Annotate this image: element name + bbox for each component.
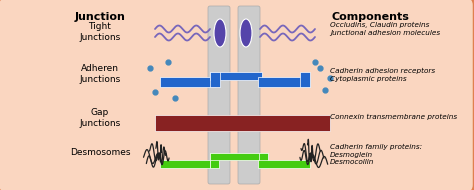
Text: Tight
Junctions: Tight Junctions — [79, 22, 120, 42]
Text: Connexin transmembrane proteins: Connexin transmembrane proteins — [330, 114, 457, 120]
Ellipse shape — [214, 19, 226, 47]
Text: Components: Components — [331, 12, 409, 22]
FancyBboxPatch shape — [208, 6, 230, 184]
Text: Junction: Junction — [74, 12, 126, 22]
Text: Cadherin family proteins:
Desmoglein
Desmocollin: Cadherin family proteins: Desmoglein Des… — [330, 144, 422, 165]
Bar — [258, 77, 310, 87]
Bar — [259, 153, 268, 168]
Bar — [210, 72, 262, 80]
Text: Desmosomes: Desmosomes — [70, 148, 130, 157]
Ellipse shape — [240, 19, 252, 47]
Bar — [300, 72, 310, 87]
Text: Occludins, Claudin proteins
Junctional adhesion molecules: Occludins, Claudin proteins Junctional a… — [330, 22, 440, 36]
Bar — [210, 153, 219, 168]
Bar — [258, 160, 310, 168]
FancyBboxPatch shape — [238, 6, 260, 184]
Text: Gap
Junctions: Gap Junctions — [79, 108, 120, 128]
Bar — [155, 115, 330, 131]
Text: Adheren
Junctions: Adheren Junctions — [79, 64, 120, 84]
Text: Cadherin adhesion receptors
Cytoplasmic proteins: Cadherin adhesion receptors Cytoplasmic … — [330, 68, 435, 82]
Bar — [160, 77, 215, 87]
Bar — [210, 153, 268, 160]
Bar — [160, 160, 210, 168]
Bar — [210, 72, 220, 87]
